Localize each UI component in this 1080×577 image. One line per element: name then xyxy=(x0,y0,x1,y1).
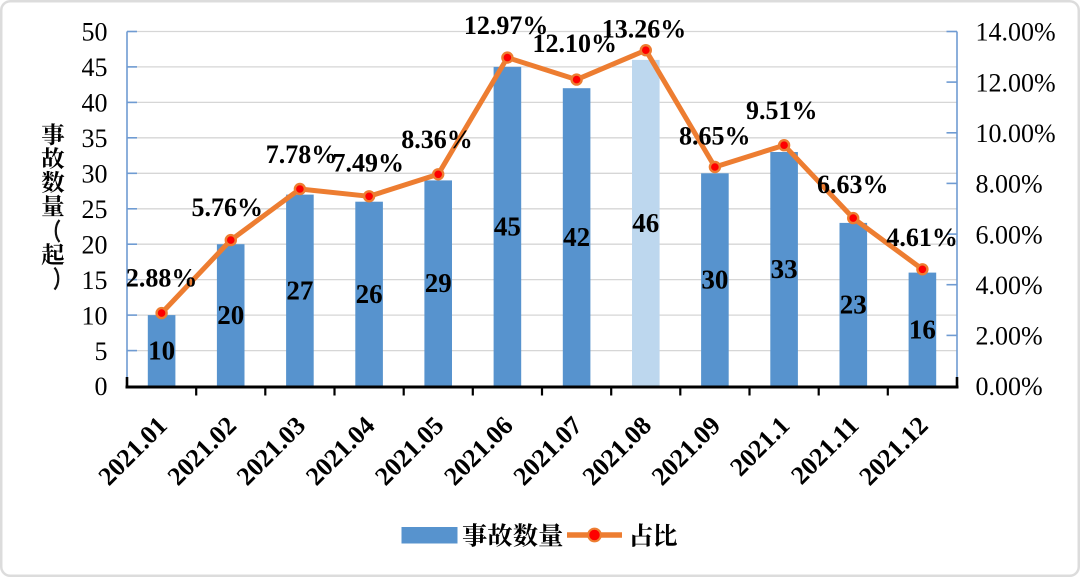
svg-text:12.00%: 12.00% xyxy=(976,68,1056,97)
svg-text:16: 16 xyxy=(909,314,936,344)
svg-text:0: 0 xyxy=(95,372,108,401)
svg-text:23: 23 xyxy=(840,290,867,320)
svg-text:42: 42 xyxy=(563,222,590,252)
svg-text:7.78%: 7.78% xyxy=(266,140,338,169)
svg-text:35: 35 xyxy=(82,124,108,153)
svg-text:20: 20 xyxy=(217,300,244,330)
svg-text:6.63%: 6.63% xyxy=(817,170,889,199)
svg-text:5: 5 xyxy=(95,337,108,366)
svg-text:26: 26 xyxy=(356,279,383,309)
svg-text:7.49%: 7.49% xyxy=(332,148,404,177)
svg-text:12.10%: 12.10% xyxy=(533,29,618,58)
svg-text:15: 15 xyxy=(82,266,108,295)
svg-text:4.00%: 4.00% xyxy=(976,271,1043,300)
svg-text:14.00%: 14.00% xyxy=(976,18,1056,47)
svg-text:6.00%: 6.00% xyxy=(976,220,1043,249)
svg-text:30: 30 xyxy=(82,160,108,189)
svg-text:45: 45 xyxy=(82,53,108,82)
svg-text:27: 27 xyxy=(286,275,313,305)
svg-text:8.36%: 8.36% xyxy=(401,125,473,154)
svg-text:10.00%: 10.00% xyxy=(976,119,1056,148)
svg-text:10: 10 xyxy=(148,336,175,366)
svg-text:4.61%: 4.61% xyxy=(886,223,958,252)
svg-text:20: 20 xyxy=(82,230,108,259)
svg-text:5.76%: 5.76% xyxy=(191,193,263,222)
svg-text:8.65%: 8.65% xyxy=(679,122,751,151)
svg-text:13.26%: 13.26% xyxy=(602,15,687,44)
svg-text:2.88%: 2.88% xyxy=(126,263,198,292)
svg-text:29: 29 xyxy=(425,268,452,298)
svg-text:2.00%: 2.00% xyxy=(976,322,1043,351)
svg-text:25: 25 xyxy=(82,195,108,224)
svg-text:10: 10 xyxy=(82,301,108,330)
svg-text:0.00%: 0.00% xyxy=(976,372,1043,401)
svg-text:46: 46 xyxy=(632,208,659,238)
svg-text:40: 40 xyxy=(82,89,108,118)
svg-text:33: 33 xyxy=(771,254,798,284)
svg-text:30: 30 xyxy=(701,265,728,295)
svg-text:45: 45 xyxy=(494,212,521,242)
svg-text:8.00%: 8.00% xyxy=(976,170,1043,199)
svg-text:50: 50 xyxy=(82,18,108,47)
svg-text:12.97%: 12.97% xyxy=(464,11,549,40)
svg-text:9.51%: 9.51% xyxy=(746,96,818,125)
